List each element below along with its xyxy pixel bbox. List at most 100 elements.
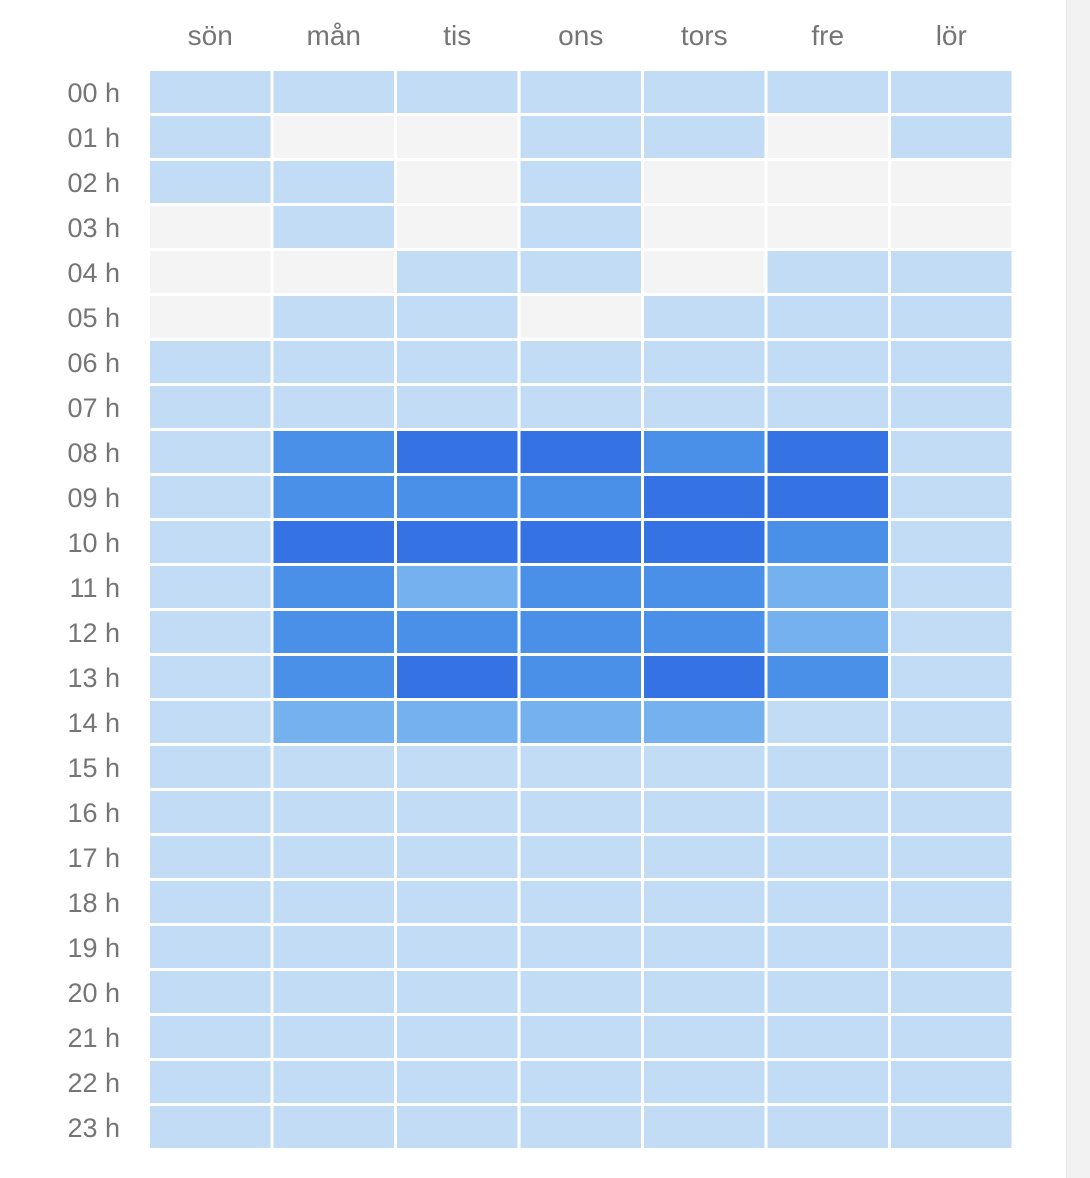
hour-label: 08 h — [67, 438, 120, 468]
heatmap-cell — [891, 206, 1012, 248]
day-label: sön — [188, 20, 233, 51]
heatmap-cell — [891, 971, 1012, 1013]
scrollbar-track[interactable] — [1066, 0, 1090, 1178]
heatmap-cell — [891, 71, 1012, 113]
heatmap-cell — [520, 791, 641, 833]
heatmap-cell — [150, 116, 271, 158]
heatmap-cell — [397, 881, 518, 923]
heatmap-cell — [273, 881, 394, 923]
heatmap-cell — [644, 701, 765, 743]
day-label: fre — [811, 20, 844, 51]
heatmap-cell — [520, 836, 641, 878]
heatmap-cell — [644, 341, 765, 383]
heatmap-cell — [150, 971, 271, 1013]
day-label: mån — [307, 20, 361, 51]
day-label: lör — [936, 20, 967, 51]
hour-label: 00 h — [67, 78, 120, 108]
hour-label: 17 h — [67, 843, 120, 873]
heatmap-cell — [891, 836, 1012, 878]
day-label: ons — [558, 20, 603, 51]
heatmap-cell — [644, 971, 765, 1013]
heatmap-cell — [520, 251, 641, 293]
heatmap-cell — [273, 161, 394, 203]
heatmap-cell — [273, 656, 394, 698]
heatmap-cell — [767, 656, 888, 698]
heatmap-cell — [273, 746, 394, 788]
heatmap-cell — [397, 1016, 518, 1058]
heatmap-cell — [891, 386, 1012, 428]
hour-label: 13 h — [67, 663, 120, 693]
heatmap-cell — [644, 791, 765, 833]
heatmap-cell — [520, 161, 641, 203]
heatmap-cell — [273, 701, 394, 743]
heatmap-cell — [273, 341, 394, 383]
heatmap-cell — [150, 791, 271, 833]
heatmap-cell — [644, 656, 765, 698]
hour-label: 07 h — [67, 393, 120, 423]
heatmap-cell — [273, 296, 394, 338]
heatmap-cell — [273, 611, 394, 653]
heatmap-cell — [891, 566, 1012, 608]
heatmap-cell — [520, 881, 641, 923]
heatmap-cell — [397, 521, 518, 563]
heatmap-cell — [520, 1016, 641, 1058]
heatmap-cell — [891, 881, 1012, 923]
heatmap-cell — [891, 476, 1012, 518]
heatmap-cell — [767, 476, 888, 518]
heatmap-cell — [397, 206, 518, 248]
heatmap-cell — [644, 1061, 765, 1103]
heatmap-cell — [397, 971, 518, 1013]
heatmap-cell — [273, 566, 394, 608]
heatmap-cell — [150, 71, 271, 113]
heatmap-cell — [397, 71, 518, 113]
hour-label: 10 h — [67, 528, 120, 558]
heatmap-cell — [891, 926, 1012, 968]
heatmap-cell — [397, 386, 518, 428]
hour-labels: 00 h 01 h 02 h 03 h 04 h 05 h 06 h 07 h 08 h 09 h… — [67, 78, 120, 1143]
heatmap-cell — [644, 71, 765, 113]
heatmap-cell — [397, 611, 518, 653]
heatmap-cell — [644, 116, 765, 158]
heatmap-cell — [520, 656, 641, 698]
heatmap-cell — [273, 431, 394, 473]
heatmap-cell — [150, 386, 271, 428]
heatmap-cell — [520, 1061, 641, 1103]
heatmap-cell — [273, 1061, 394, 1103]
heatmap-cell — [397, 746, 518, 788]
heatmap-cell — [767, 1016, 888, 1058]
heatmap-cell — [767, 341, 888, 383]
heatmap-cell — [891, 1106, 1012, 1148]
heatmap-cell — [397, 476, 518, 518]
hour-label: 01 h — [67, 123, 120, 153]
heatmap-cell — [767, 611, 888, 653]
heatmap-cell — [397, 116, 518, 158]
heatmap-cell — [273, 521, 394, 563]
heatmap-cell — [891, 611, 1012, 653]
heatmap-cell — [644, 1016, 765, 1058]
heatmap-cell — [150, 1106, 271, 1148]
heatmap-cell — [644, 251, 765, 293]
heatmap-cell — [767, 791, 888, 833]
heatmap-cell — [520, 341, 641, 383]
heatmap-cell — [891, 341, 1012, 383]
heatmap-cell — [150, 251, 271, 293]
hour-label: 04 h — [67, 258, 120, 288]
hour-label: 18 h — [67, 888, 120, 918]
heatmap-cell — [397, 161, 518, 203]
heatmap-cell — [273, 251, 394, 293]
heatmap-cells — [150, 71, 1012, 1148]
heatmap-cell — [520, 1106, 641, 1148]
heatmap-cell — [644, 161, 765, 203]
heatmap-cell — [767, 431, 888, 473]
heatmap-cell — [891, 1061, 1012, 1103]
heatmap-cell — [150, 701, 271, 743]
hour-label: 14 h — [67, 708, 120, 738]
heatmap-cell — [273, 386, 394, 428]
heatmap-cell — [767, 926, 888, 968]
heatmap-cell — [644, 836, 765, 878]
hour-label: 16 h — [67, 798, 120, 828]
heatmap-cell — [397, 701, 518, 743]
heatmap-cell — [150, 476, 271, 518]
heatmap-cell — [520, 476, 641, 518]
heatmap-cell — [520, 611, 641, 653]
